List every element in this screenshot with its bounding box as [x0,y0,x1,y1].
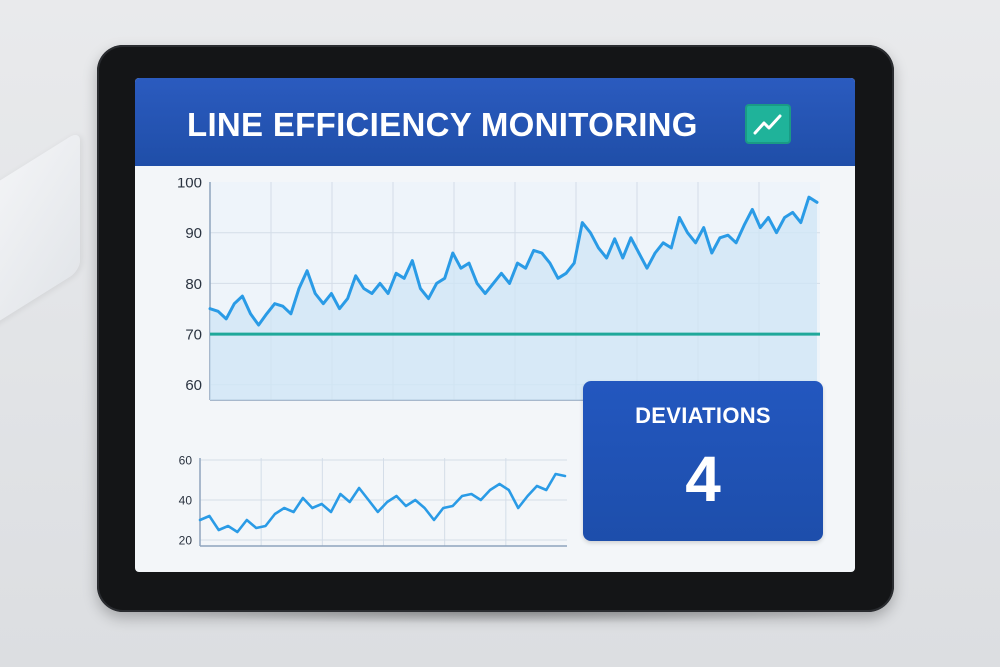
secondary-line-chart: 60 40 20 [179,453,567,547]
y-tick-label: 60 [185,377,202,394]
y-tick-label: 80 [185,276,202,293]
deviations-count: 4 [685,443,721,515]
series-area-fill [210,197,817,400]
deviations-label: DEVIATIONS [635,403,771,428]
background-object [0,130,80,346]
y-tick-label: 20 [179,533,193,547]
y-tick-label: 40 [179,493,193,507]
y-tick-label: 60 [179,453,193,467]
deviations-card[interactable]: DEVIATIONS 4 [583,381,823,541]
tablet-screen: LINE EFFICIENCY MONITORING 100 90 80 70 60 6… [135,78,855,572]
trend-up-icon[interactable] [745,104,791,144]
y-tick-label: 70 [185,326,202,343]
efficiency-line-chart: 100 90 80 70 60 [177,178,820,401]
y-tick-label: 90 [185,225,202,242]
dashboard-header: LINE EFFICIENCY MONITORING [135,78,855,166]
page-title: LINE EFFICIENCY MONITORING [187,106,698,143]
series-line [198,472,567,534]
trend-up-icon-glyph [753,114,782,135]
series-line [208,195,819,327]
tablet-device: LINE EFFICIENCY MONITORING 100 90 80 70 60 6… [97,45,894,612]
y-tick-label: 100 [177,178,202,191]
